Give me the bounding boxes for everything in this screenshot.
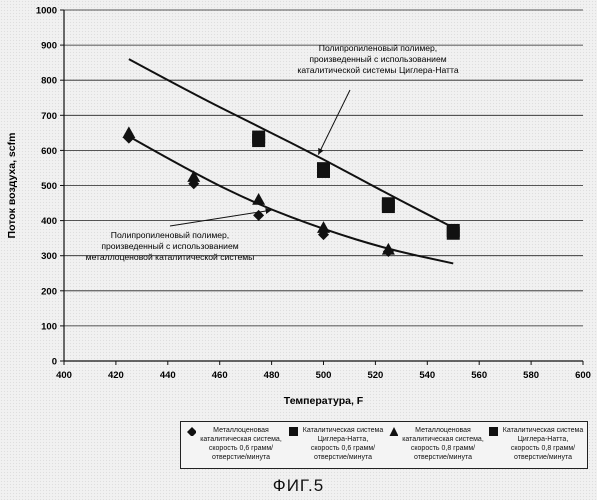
annotation-0-line-1: произведенный с использованием: [309, 54, 446, 64]
legend-label-2-2: скорость 0,8 грамм/: [399, 444, 487, 453]
legend-label-3-2: скорость 0,8 грамм/: [499, 444, 587, 453]
legend-item-metallocene-08: Металлоценоваякаталитическая система,ско…: [399, 426, 487, 462]
legend-marker-0: [186, 426, 196, 436]
legend-label-1-3: отверстие/минута: [299, 453, 387, 462]
x-tick-label-540: 540: [419, 370, 435, 381]
y-tick-label-100: 100: [41, 321, 57, 332]
x-tick-label-600: 600: [575, 370, 591, 381]
x-tick-label-560: 560: [471, 370, 487, 381]
legend-item-zn-08: Каталитическая системаЦиглера-Натта,скор…: [499, 426, 587, 462]
annotation-1-line-2: металлоценовой каталитической системы: [86, 252, 255, 262]
x-tick-label-580: 580: [523, 370, 539, 381]
annotation-1-line-1: произведенный с использованием: [101, 241, 238, 251]
y-tick-label-600: 600: [41, 146, 57, 157]
legend-label-1-0: Каталитическая система: [299, 426, 387, 435]
legend-label-3-1: Циглера-Натта,: [499, 435, 587, 444]
data-point-s3-1: [317, 165, 330, 178]
legend-label-1-1: Циглера-Натта,: [299, 435, 387, 444]
legend-label-0-0: Металлоценовая: [197, 426, 285, 435]
annotation-0-line-2: каталитической системы Циглера-Натта: [297, 65, 458, 75]
x-axis-title: Температура, F: [284, 395, 364, 407]
y-tick-label-300: 300: [41, 251, 57, 262]
x-tick-label-440: 440: [160, 370, 176, 381]
x-tick-label-480: 480: [264, 370, 280, 381]
legend-marker-3: [488, 426, 498, 436]
annotation-1-line-0: Полипропиленовый полимер,: [111, 230, 229, 240]
legend-label-0-2: скорость 0,6 грамм/: [197, 444, 285, 453]
y-tick-label-700: 700: [41, 111, 57, 122]
data-point-s3-0: [252, 134, 265, 147]
legend-label-0-1: каталитическая система,: [197, 435, 285, 444]
data-point-s2-4: [382, 243, 395, 255]
legend-label-2-1: каталитическая система,: [399, 435, 487, 444]
y-tick-label-1000: 1000: [36, 6, 57, 17]
legend-label-0-3: отверстие/минута: [197, 453, 285, 462]
legend-marker-2: [388, 426, 398, 436]
data-point-s3-2: [382, 200, 395, 213]
y-tick-label-0: 0: [52, 357, 57, 368]
data-point-s3-3: [447, 227, 460, 240]
ziegler-natta-trend: [129, 59, 453, 227]
legend-label-3-3: отверстие/минута: [499, 453, 587, 462]
y-tick-label-200: 200: [41, 286, 57, 297]
y-axis-title: Поток воздуха, scfm: [6, 133, 18, 239]
y-tick-label-400: 400: [41, 216, 57, 227]
legend-marker-1: [288, 426, 298, 436]
x-tick-label-520: 520: [367, 370, 383, 381]
x-tick-label-500: 500: [316, 370, 332, 381]
legend-label-3-0: Каталитическая система: [499, 426, 587, 435]
legend-label-2-3: отверстие/минута: [399, 453, 487, 462]
legend-label-2-0: Металлоценовая: [399, 426, 487, 435]
x-tick-label-400: 400: [56, 370, 72, 381]
annotation-arrow-0: [318, 90, 350, 155]
legend-item-zn-06: Каталитическая системаЦиглера-Натта,скор…: [299, 426, 387, 462]
y-tick-label-900: 900: [41, 41, 57, 52]
data-point-s2-0: [122, 126, 135, 138]
x-tick-label-460: 460: [212, 370, 228, 381]
figure-caption: ФИГ.5: [0, 476, 597, 496]
annotation-0-line-0: Полипропиленовый полимер,: [319, 43, 437, 53]
y-tick-label-500: 500: [41, 181, 57, 192]
data-point-s2-1: [187, 170, 200, 182]
legend-item-metallocene-06: Металлоценоваякаталитическая система,ско…: [197, 426, 285, 462]
x-tick-label-420: 420: [108, 370, 124, 381]
data-point-s2-2: [252, 193, 265, 205]
legend-label-1-2: скорость 0,6 грамм/: [299, 444, 387, 453]
legend: Металлоценоваякаталитическая система,ско…: [180, 421, 588, 469]
y-tick-label-800: 800: [41, 76, 57, 87]
